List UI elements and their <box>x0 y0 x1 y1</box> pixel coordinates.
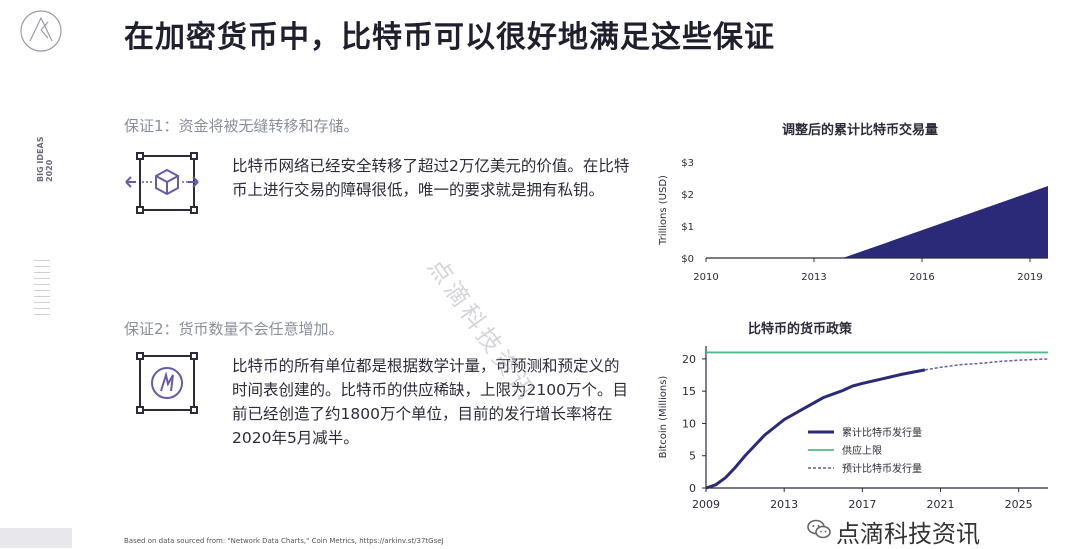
chart2-ytick: 0 <box>689 482 696 495</box>
chart2-series-line <box>705 368 926 490</box>
guarantee-1-heading: 保证1：资金将被无缝转移和存储。 <box>124 117 359 135</box>
side-block <box>0 528 72 548</box>
ark-logo-icon <box>20 10 62 52</box>
page-title: 在加密货币中，比特币可以很好地满足这些保证 <box>124 20 775 55</box>
side-decoration <box>34 260 50 330</box>
chart2-xtick: 2021 <box>927 498 955 511</box>
guarantee-1-text: 比特币网络已经安全转移了超过2万亿美元的价值。在比特币上进行交易的障碍很低，唯一… <box>232 157 630 199</box>
big-ideas-label: BIG IDEAS 2020 <box>36 136 54 182</box>
chart1-volume: Trillions (USD) $0 $1 $2 $3 2010 2013 2016 2019 <box>658 158 1048 283</box>
chart2-ytick: 20 <box>682 353 696 366</box>
chart1-ytick: $0 <box>681 254 694 265</box>
chart2-ytick: 15 <box>682 385 696 398</box>
chart2-series-line <box>924 358 1049 371</box>
chart1-xtick: 2019 <box>1017 272 1042 283</box>
chart1-area <box>706 186 1048 258</box>
chart1-xtick: 2010 <box>693 272 718 283</box>
chart2-ytick: 5 <box>689 450 696 463</box>
chart2-legend-label: 累计比特币发行量 <box>842 426 922 439</box>
chart2-supply: Bitcoin (Millions) 0 5 10 15 20 2009 2013 2017 20… <box>658 346 1049 511</box>
guarantee-2-text: 比特币的所有单位都是根据数学计量，可预测和预定义的时间表创建的。比特币的供应稀缺… <box>232 357 628 447</box>
chart1-ytick: $1 <box>681 222 694 233</box>
chart2-xtick: 2013 <box>770 498 798 511</box>
chart1-xtick: 2013 <box>801 272 826 283</box>
chart2-legend-label: 预计比特币发行量 <box>842 462 922 475</box>
chart1-title: 调整后的累计比特币交易量 <box>781 123 938 138</box>
side-label-line1: BIG IDEAS <box>36 136 45 182</box>
wechat-icon <box>807 519 831 539</box>
source-footnote: Based on data sourced from: "Network Dat… <box>124 537 444 545</box>
chart2-legend-label: 供应上限 <box>842 444 882 457</box>
chart2-ytick: 10 <box>682 417 696 430</box>
wechat-account-label: 点滴科技资讯 <box>836 520 980 548</box>
chart2-xtick: 2017 <box>848 498 876 511</box>
chart1-ytick: $2 <box>681 190 694 201</box>
side-label-line2: 2020 <box>45 159 54 182</box>
guarantee-2-heading: 保证2：货币数量不会任意增加。 <box>124 320 344 338</box>
chart2-ylabel: Bitcoin (Millions) <box>658 376 669 459</box>
chart2-title: 比特币的货币政策 <box>747 322 852 337</box>
chart1-ylabel: Trillions (USD) <box>658 175 669 246</box>
chart1-ytick: $3 <box>681 158 694 169</box>
chart2-xtick: 2009 <box>692 498 720 511</box>
chart1-xtick: 2016 <box>909 272 934 283</box>
chart2-xtick: 2025 <box>1005 498 1033 511</box>
bitcoin-emblem-icon <box>136 352 198 414</box>
cube-transfer-icon <box>125 152 199 214</box>
